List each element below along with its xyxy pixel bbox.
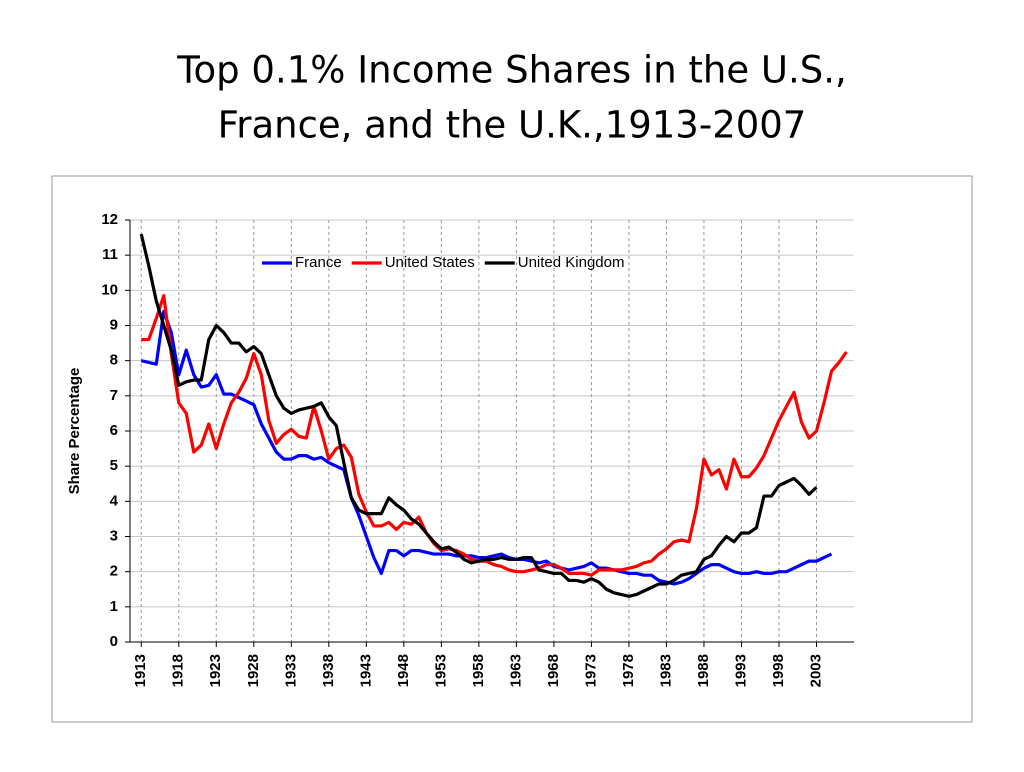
x-tick-label: 1933: [282, 654, 299, 687]
title-line: Top 0.1% Income Shares in the U.S.,: [176, 49, 847, 92]
y-tick-label: 4: [110, 492, 119, 509]
x-tick-label: 1978: [620, 654, 637, 687]
y-tick-label: 5: [110, 457, 118, 474]
legend-label: France: [295, 254, 342, 271]
y-tick-label: 1: [110, 598, 118, 615]
x-tick-label: 1973: [582, 654, 599, 687]
x-tick-label: 2003: [807, 654, 824, 687]
y-tick-label: 2: [110, 563, 118, 580]
x-tick-label: 1998: [770, 654, 787, 687]
x-tick-label: 1963: [507, 654, 524, 687]
legend-label: United States: [385, 254, 475, 271]
x-tick-label: 1928: [245, 654, 262, 687]
x-tick-label: 1913: [132, 654, 149, 687]
x-tick-label: 1923: [207, 654, 224, 687]
y-tick-label: 0: [110, 633, 118, 650]
x-tick-label: 1988: [695, 654, 712, 687]
x-tick-label: 1943: [357, 654, 374, 687]
x-tick-label: 1953: [432, 654, 449, 687]
y-tick-label: 9: [110, 316, 118, 333]
y-tick-label: 3: [110, 527, 118, 544]
x-tick-label: 1983: [657, 654, 674, 687]
y-tick-label: 7: [110, 387, 118, 404]
y-tick-label: 12: [101, 211, 118, 228]
x-tick-label: 1958: [470, 654, 487, 687]
title-line: France, and the U.K.,1913-2007: [218, 104, 807, 147]
series-line: [139, 233, 818, 598]
x-tick-label: 1948: [395, 654, 412, 687]
y-axis-label: Share Percentage: [66, 368, 83, 495]
chart-frame: [51, 175, 973, 723]
y-tick-label: 8: [110, 352, 118, 369]
x-tick-label: 1968: [545, 654, 562, 687]
series-line: [140, 309, 833, 586]
legend-label: United Kingdom: [518, 254, 625, 271]
series-line: [141, 294, 848, 577]
y-tick-label: 6: [110, 422, 118, 439]
x-tick-label: 1938: [320, 654, 337, 687]
y-tick-label: 10: [101, 281, 118, 298]
x-tick-label: 1993: [732, 654, 749, 687]
y-tick-label: 11: [102, 246, 118, 263]
x-tick-label: 1918: [170, 654, 187, 687]
